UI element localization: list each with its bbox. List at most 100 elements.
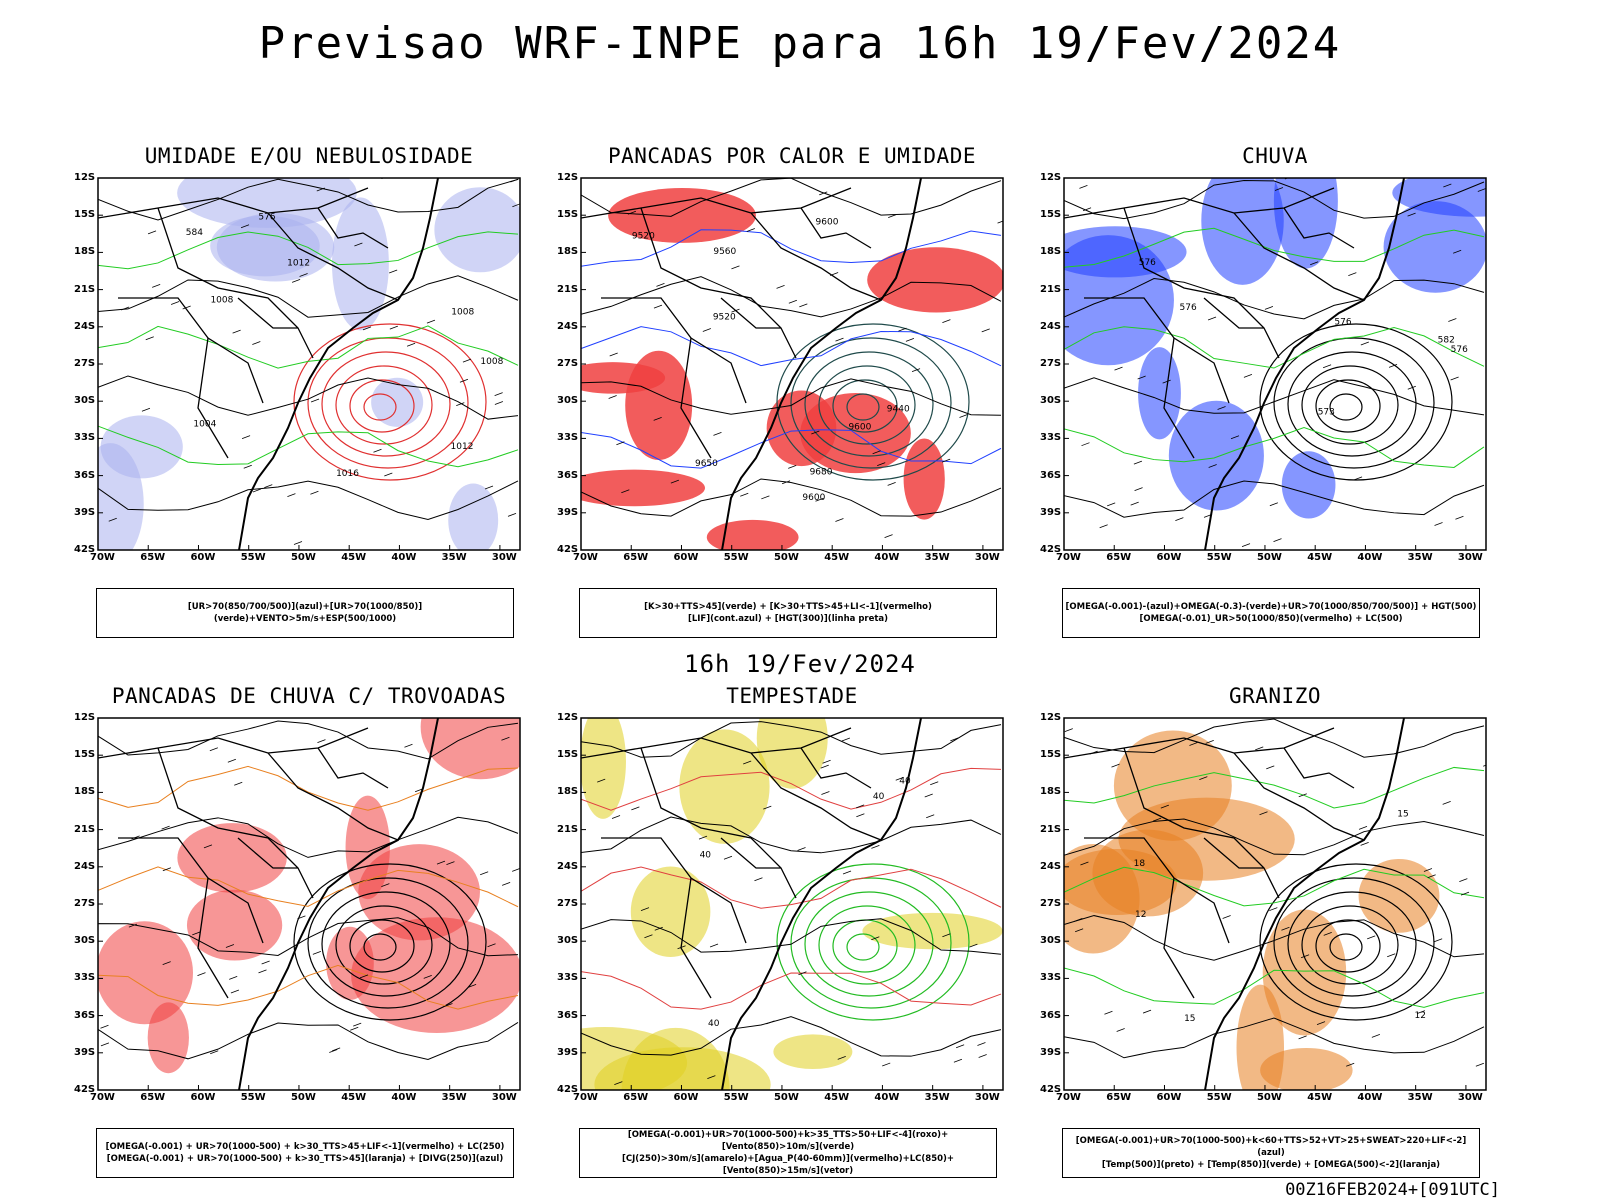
longitude-label: 70W (573, 1092, 598, 1103)
wind-vector (709, 943, 719, 948)
latitude-label: 18S (74, 786, 96, 798)
field-shading (420, 718, 520, 780)
pressure-isoline (776, 863, 970, 1021)
wind-vector (329, 1049, 338, 1053)
wind-vector (1199, 776, 1208, 781)
pressure-isoline (818, 365, 916, 445)
latitude-label: 42S (74, 1084, 96, 1095)
wind-vector (702, 328, 711, 332)
contour-line (1064, 427, 1485, 468)
map-area: 1008 1008 1004 1012 1016 1008 1012 576 584 12S 15S… (74, 172, 544, 582)
map-plot: 15 15 12 12 18 (1063, 717, 1487, 1091)
wind-vector (835, 337, 844, 342)
wind-vector (1080, 861, 1089, 866)
pressure-isoline (349, 919, 415, 973)
field-shading (630, 866, 711, 958)
contour-line (98, 275, 519, 318)
latitude-label: 27S (74, 898, 96, 909)
longitude-label: 35W (1407, 552, 1433, 563)
longitude-label: 40W (874, 552, 900, 563)
longitude-label: 35W (441, 552, 467, 563)
legend-line: [OMEGA(-0.001)+UR>70(1000-500)+k>35_TTS>… (627, 1130, 949, 1152)
latitude-label: 39S (1040, 506, 1062, 518)
wind-vector (264, 484, 273, 489)
wind-vector (1459, 878, 1468, 882)
wind-vector (1442, 800, 1451, 805)
forecast-panel-2: PANCADAS POR CALOR E UMIDADE 9680 9650 9600… (557, 144, 1027, 638)
state-border (1163, 877, 1195, 999)
longitude-label: 70W (1056, 552, 1081, 563)
wind-vector (597, 778, 606, 783)
field-shading (581, 469, 706, 507)
contour-label: 40 (700, 850, 712, 860)
wind-vector (317, 739, 326, 744)
contour-line (581, 178, 1002, 217)
state-border (680, 877, 712, 999)
map-area: 12S 15S 18S 21S 24S 27S 30S 33S 36S 39S 42S 70W 65W 6… (74, 712, 544, 1122)
state-border (1203, 837, 1264, 869)
latitude-label: 21S (557, 283, 579, 295)
wind-vector (1074, 928, 1084, 933)
wind-vector (1443, 183, 1452, 188)
pressure-isoline (1315, 919, 1381, 973)
wind-vector (670, 479, 680, 484)
longitude-label: 35W (924, 552, 950, 563)
wind-vector (310, 398, 320, 403)
wind-vector (1323, 932, 1332, 936)
wind-vector (698, 835, 708, 840)
contour-label: 9600 (816, 218, 839, 228)
latitude-label: 33S (74, 972, 96, 984)
wind-vector (1160, 804, 1169, 809)
longitude-label: 30W (1457, 1092, 1483, 1103)
wind-vector (1104, 1010, 1113, 1015)
wind-vector (1367, 935, 1376, 940)
wind-vector (225, 944, 235, 948)
contour-line (1064, 179, 1485, 220)
wind-vector (252, 488, 262, 493)
longitude-label: 35W (924, 1092, 950, 1103)
state-border (1233, 212, 1365, 301)
state-border (197, 877, 229, 999)
state-border (98, 727, 369, 759)
latitude-label: 15S (74, 749, 96, 761)
pressure-isoline (776, 323, 970, 481)
panel-legend: [UR>70(850/700/500)](azul)+[UR>70(1000/8… (96, 588, 514, 638)
latitude-label: 21S (557, 823, 579, 835)
wind-vector (161, 825, 170, 830)
legend-line: [OMEGA(-0.001)-(azul)+OMEGA(-0.3)-(verde… (1065, 602, 1477, 612)
wind-vector (353, 1022, 362, 1027)
wind-vector (459, 378, 469, 383)
panel-legend: [OMEGA(-0.001)+UR>70(1000-500)+k<60+TTS>… (1062, 1128, 1480, 1178)
wind-vector (1387, 953, 1396, 958)
field-shading (1113, 730, 1232, 841)
field-shading (679, 729, 770, 844)
longitude-label: 65W (623, 552, 649, 563)
wind-vector (969, 943, 978, 948)
panel-title: CHUVA (1242, 144, 1308, 168)
wind-vector (799, 303, 808, 308)
wind-vector (203, 844, 213, 849)
state-border (1123, 747, 1280, 899)
field-shading (706, 519, 799, 550)
contour-line (581, 918, 1002, 955)
state-border (1283, 747, 1355, 789)
contour-label: 1004 (193, 419, 216, 429)
wind-vector (1475, 1062, 1485, 1067)
wind-vector (1064, 728, 1073, 733)
field-shading (1236, 984, 1285, 1090)
wind-vector (627, 210, 637, 215)
wind-vector (653, 304, 663, 309)
wind-vector (788, 465, 797, 469)
wind-vector (480, 871, 489, 876)
wind-vector (423, 974, 432, 979)
wind-vector (446, 861, 455, 865)
pressure-isoline (1259, 863, 1453, 1021)
wind-vector (959, 414, 968, 418)
wind-vector (152, 284, 161, 288)
field-shading (434, 187, 520, 273)
latitude-label: 15S (1040, 749, 1062, 761)
contour-line (98, 480, 519, 520)
wind-vector (776, 284, 785, 289)
longitude-label: 45W (341, 552, 367, 563)
wind-vector (227, 758, 236, 763)
